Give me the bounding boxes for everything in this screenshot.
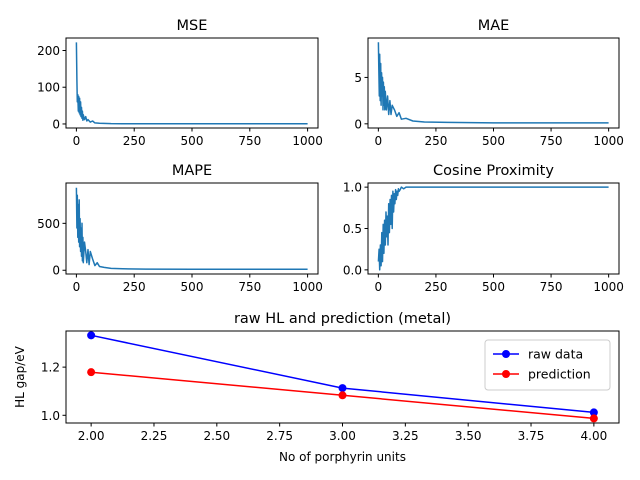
hl-xtick-label: 3.50 <box>455 429 482 443</box>
cos-xtick-label: 250 <box>424 280 447 294</box>
mse-xtick-label: 1000 <box>292 134 323 148</box>
hl-xtick-label: 2.00 <box>78 429 105 443</box>
hl-point-1-0 <box>87 368 96 377</box>
hl-point-0-0 <box>87 331 96 340</box>
mae-ytick-label: 5 <box>354 71 362 85</box>
hl-xtick-label: 3.00 <box>329 429 356 443</box>
hl-ytick-label: 1.0 <box>41 409 60 423</box>
hl-ytick-label: 1.2 <box>41 361 60 375</box>
mae-xtick-label: 750 <box>540 134 563 148</box>
mape-subplot: MAPE 0 250 500 750 1000 0 500 <box>37 163 323 294</box>
cos-xtick-label: 750 <box>540 280 563 294</box>
mape-ytick-label: 500 <box>37 217 60 231</box>
legend-label-0: raw data <box>528 347 583 362</box>
hl-xtick-label: 4.00 <box>581 429 608 443</box>
mape-xtick-label: 750 <box>238 280 261 294</box>
mse-xtick-label: 500 <box>181 134 204 148</box>
cos-ytick-label: 1.0 <box>343 181 362 195</box>
hl-title: raw HL and prediction (metal) <box>234 311 451 327</box>
mae-series-line-0 <box>377 42 609 124</box>
hl-gap-subplot: raw HL and prediction (metal) 2.00 2.25 2.5… <box>13 311 620 464</box>
mse-axes-frame <box>65 37 319 129</box>
mse-subplot: MSE 0 250 500 750 1000 0 100 200 <box>37 18 323 148</box>
mse-ytick-label: 0 <box>52 117 60 131</box>
mse-xtick-label: 750 <box>238 134 261 148</box>
mae-xtick-label: 500 <box>482 134 505 148</box>
hl-xtick-label: 2.75 <box>266 429 293 443</box>
mse-xtick-label: 250 <box>123 134 146 148</box>
cosine-proximity-subplot: Cosine Proximity 0 250 500 750 1000 0.0 0.5 1.0 <box>343 163 624 294</box>
legend-marker-1 <box>502 370 510 378</box>
mse-title: MSE <box>177 18 208 34</box>
mape-axes-frame <box>65 182 319 275</box>
hl-xtick-label: 3.75 <box>518 429 545 443</box>
hl-x-axis-label: No of porphyrin units <box>279 450 406 464</box>
mae-xtick-label: 0 <box>375 134 383 148</box>
mape-xtick-label: 1000 <box>292 280 323 294</box>
legend-box <box>484 339 611 391</box>
legend-label-1: prediction <box>528 367 591 382</box>
mae-xtick-label: 1000 <box>593 134 624 148</box>
mape-title: MAPE <box>172 163 212 179</box>
mape-xtick-label: 250 <box>123 280 146 294</box>
cos-title: Cosine Proximity <box>433 163 554 179</box>
hl-xtick-label: 3.25 <box>392 429 419 443</box>
mape-ytick-label: 0 <box>52 264 60 278</box>
cos-series-line-0 <box>377 186 609 271</box>
mse-ytick-label: 100 <box>37 81 60 95</box>
hl-point-1-1 <box>338 391 347 400</box>
cos-axes-frame <box>367 182 620 275</box>
hl-point-1-2 <box>589 414 598 423</box>
legend-marker-0 <box>502 350 510 358</box>
mae-axes-frame <box>367 37 620 129</box>
mae-subplot: MAE 0 250 500 750 1000 0 5 <box>354 18 624 148</box>
mape-xtick-label: 500 <box>181 280 204 294</box>
mse-ytick-label: 200 <box>37 44 60 58</box>
mse-xtick-label: 0 <box>73 134 81 148</box>
cos-xtick-label: 500 <box>482 280 505 294</box>
cos-ytick-label: 0.0 <box>343 263 362 277</box>
mape-xtick-label: 0 <box>73 280 81 294</box>
cos-ytick-label: 0.5 <box>343 222 362 236</box>
hl-xtick-label: 2.25 <box>141 429 168 443</box>
mae-title: MAE <box>478 18 510 34</box>
mae-xtick-label: 250 <box>424 134 447 148</box>
hl-point-0-1 <box>338 384 347 393</box>
hl-y-axis-label: HL gap/eV <box>13 345 27 408</box>
hl-xtick-label: 2.50 <box>203 429 230 443</box>
cos-xtick-label: 1000 <box>593 280 624 294</box>
hl-point-0-2 <box>589 408 598 417</box>
mape-series-line-0 <box>75 187 308 271</box>
cos-xtick-label: 0 <box>375 280 383 294</box>
mae-ytick-label: 0 <box>354 117 362 131</box>
hl-legend: raw data prediction <box>484 339 611 391</box>
mse-series-line-0 <box>75 42 308 125</box>
